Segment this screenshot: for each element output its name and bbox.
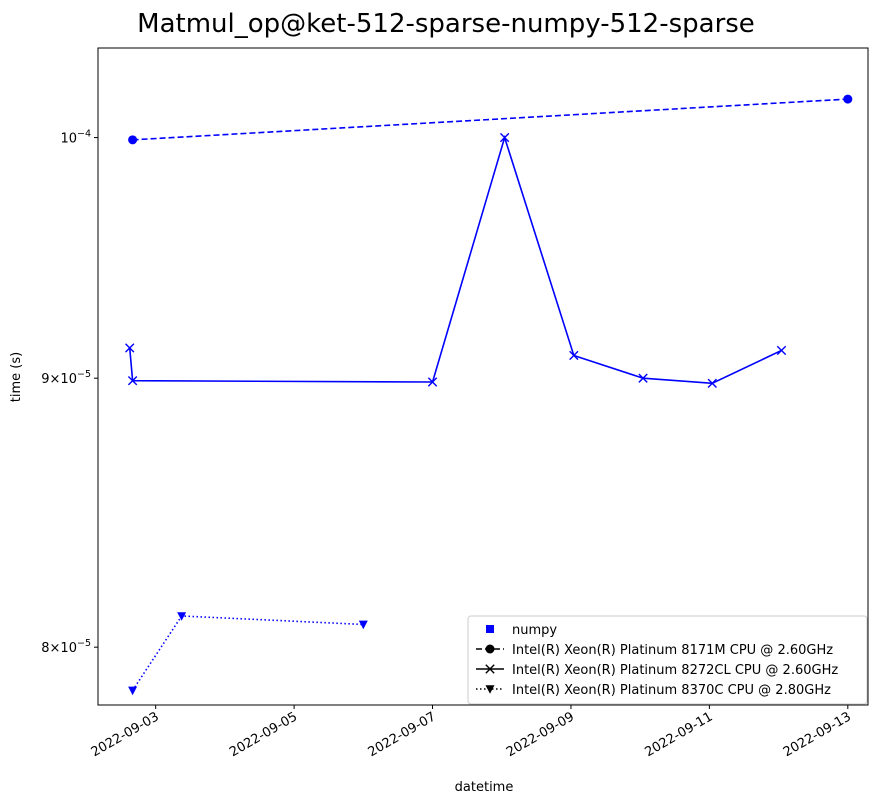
data-point (128, 135, 138, 145)
legend-item: Intel(R) Xeon(R) Platinum 8171M CPU @ 2.… (476, 643, 833, 658)
x-tick-label: 2022-09-03 (89, 709, 162, 760)
legend-marker (485, 664, 495, 674)
y-axis: 10−4 9×10−5 8×10−5 (41, 129, 98, 656)
x-tick-label: 2022-09-09 (504, 709, 577, 760)
legend-marker (485, 685, 495, 694)
x-axis: 2022-09-03 2022-09-05 2022-09-07 2022-09-09… (89, 705, 854, 760)
y-tick-label: 8×10−5 (41, 638, 91, 656)
legend-label: Intel(R) Xeon(R) Platinum 8370C CPU @ 2.… (512, 683, 831, 698)
data-point (125, 343, 135, 353)
data-point (128, 686, 138, 696)
legend-item: Intel(R) Xeon(R) Platinum 8370C CPU @ 2.… (476, 683, 831, 698)
x-tick-label: 2022-09-11 (642, 709, 715, 760)
data-point (427, 377, 438, 387)
legend: numpy Intel(R) Xeon(R) Platinum 8171M CPU… (467, 615, 868, 705)
data-point (707, 378, 717, 388)
chart-title: Matmul_op@ket-512-sparse-numpy-512-spars… (137, 9, 755, 39)
series-line (128, 134, 782, 385)
x-axis-label: datetime (455, 780, 514, 795)
x-tick-label: 2022-09-13 (781, 709, 854, 760)
x-tick-label: 2022-09-07 (366, 709, 439, 760)
data-point (358, 620, 368, 630)
legend-label: numpy (512, 623, 557, 638)
legend-frame (467, 615, 868, 705)
series-line (132, 98, 848, 141)
legend-label: Intel(R) Xeon(R) Platinum 8272CL CPU @ 2… (512, 663, 838, 678)
legend-marker (486, 625, 494, 633)
legend-marker (485, 644, 495, 654)
data-point (776, 345, 787, 356)
plot-frame (97, 47, 869, 706)
legend-label: Intel(R) Xeon(R) Platinum 8171M CPU @ 2.… (512, 643, 833, 658)
data-point (127, 376, 138, 386)
data-point (843, 94, 853, 104)
series-line (131, 615, 364, 691)
y-tick-label: 9×10−5 (41, 369, 91, 387)
y-axis-label: time (s) (9, 352, 24, 402)
data-point (499, 132, 510, 143)
series-2 (125, 132, 787, 388)
y-tick-label: 10−4 (60, 129, 91, 147)
plot-series (125, 94, 853, 696)
legend-item: Intel(R) Xeon(R) Platinum 8272CL CPU @ 2… (476, 663, 838, 678)
series-3 (128, 612, 368, 696)
x-tick-label: 2022-09-05 (227, 709, 300, 760)
data-point (177, 612, 187, 621)
series-1 (128, 94, 853, 145)
legend-item: numpy (486, 623, 557, 638)
data-point (638, 373, 648, 383)
data-point (569, 350, 579, 361)
